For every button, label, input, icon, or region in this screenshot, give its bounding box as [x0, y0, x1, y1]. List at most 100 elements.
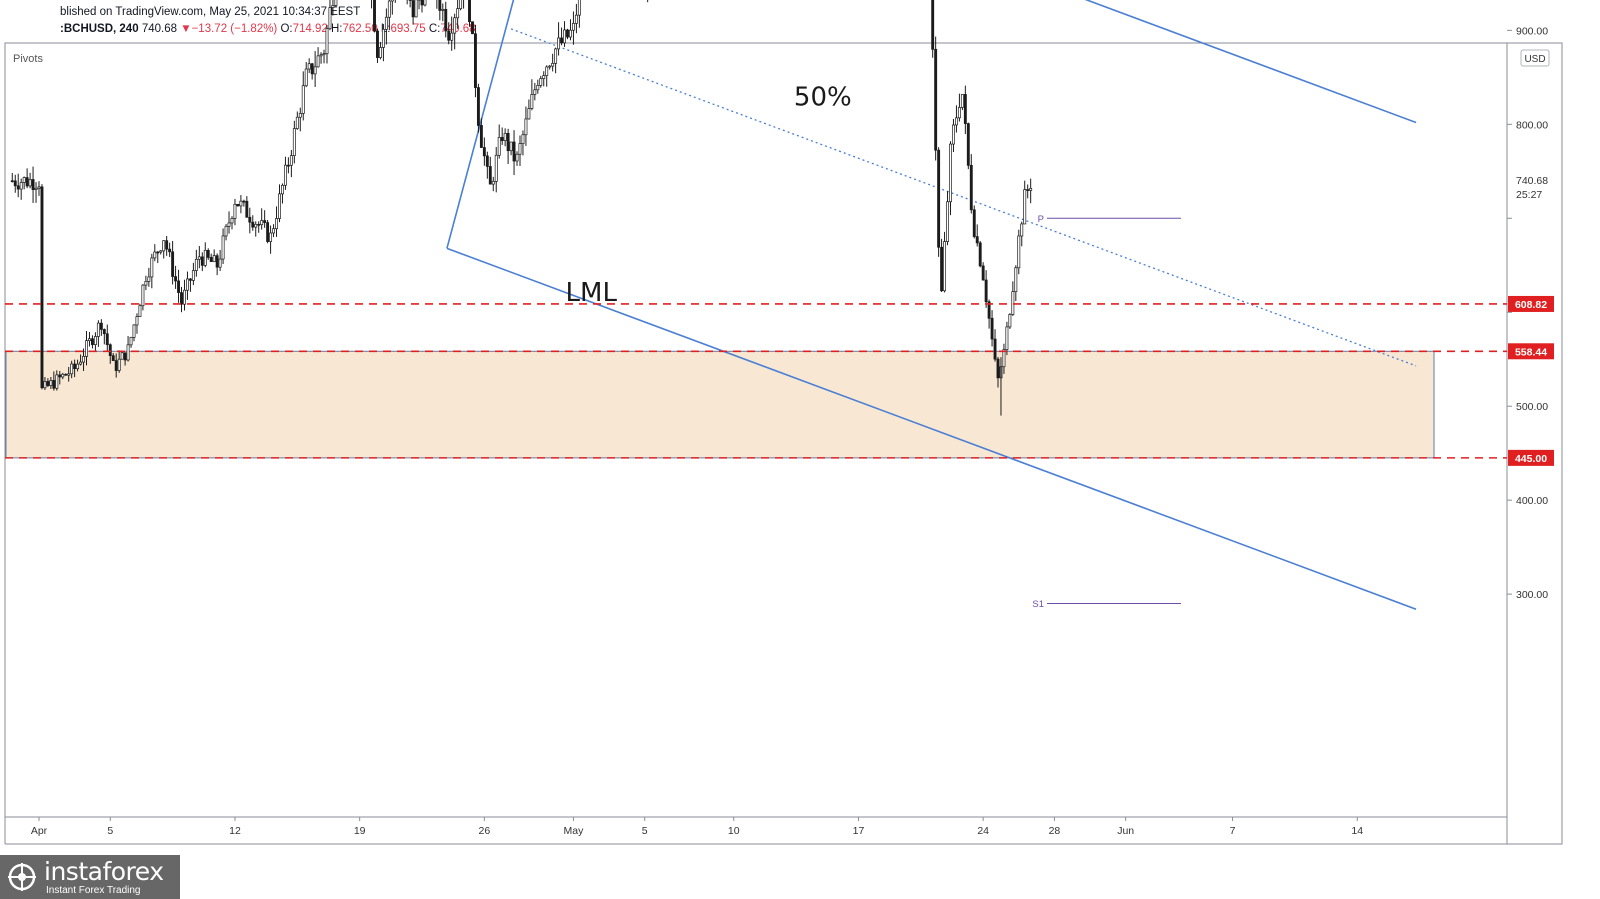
candle-body [533, 89, 537, 95]
candle-body [108, 344, 112, 357]
candle-body [972, 209, 976, 237]
candle-body [524, 118, 528, 136]
pitchfork-handle-line[interactable] [446, 0, 684, 249]
candle-body [485, 155, 489, 167]
pitchfork-line-4[interactable] [446, 247, 1417, 610]
candle-body [141, 284, 145, 307]
logo-name: instaforex [44, 857, 164, 886]
candle-body [132, 324, 136, 338]
candle-body [230, 217, 234, 224]
candle-body [381, 29, 385, 48]
candle-body [1023, 189, 1027, 225]
candle-body [126, 344, 130, 361]
x-tick-label: 12 [229, 825, 241, 837]
candle-body [138, 305, 142, 317]
candle-body [975, 236, 979, 244]
candle-body [527, 108, 531, 120]
candle-body [40, 186, 44, 389]
candle-body [468, 0, 471, 23]
candle-body [574, 14, 578, 24]
candle-body [530, 94, 534, 109]
symbol-label[interactable]: :BCHUSD, 240 [60, 23, 139, 35]
pivot-label-s1: S1 [1032, 599, 1044, 610]
candle-body [111, 355, 115, 361]
candle-body [88, 338, 91, 342]
candle-body [1002, 349, 1006, 368]
published-line: blished on TradingView.com, May 25, 2021… [60, 6, 361, 18]
candle-body [569, 29, 572, 38]
x-tick-label: 17 [853, 825, 865, 837]
support-zone[interactable] [5, 350, 1435, 459]
candle-body [99, 322, 103, 330]
open-label: O: [280, 23, 293, 35]
candle-body [319, 54, 323, 57]
candle-body [203, 249, 207, 266]
candle-body [453, 17, 457, 34]
candle-body [952, 124, 955, 145]
candle-body [509, 141, 513, 152]
candle-body [577, 0, 581, 16]
x-tick-label: 19 [354, 825, 366, 837]
candle-body [257, 223, 261, 226]
candle-body [162, 240, 166, 252]
candle-body [200, 256, 204, 266]
candle-body [212, 255, 216, 262]
candle-body [105, 333, 109, 346]
candle-body [471, 21, 474, 35]
candle-body [966, 123, 970, 166]
y-tick-label: 900.00 [1516, 25, 1548, 37]
candle-body [117, 358, 121, 371]
candle-body [180, 292, 183, 305]
candle-body [563, 29, 566, 44]
pitchfork-line-3[interactable] [510, 28, 1417, 367]
candle-body [289, 155, 293, 166]
x-tick-label: 5 [107, 825, 113, 837]
candle-body [512, 141, 516, 162]
candle-body [539, 78, 543, 86]
candle-body [76, 363, 80, 370]
candle-body [295, 116, 299, 129]
candle-body [500, 137, 504, 141]
level-tag-558.44 [1508, 343, 1554, 360]
candle-body [479, 125, 483, 148]
candle-body [281, 184, 284, 195]
candle-body [275, 218, 278, 230]
candle-body [19, 182, 23, 190]
candle-body [227, 222, 231, 227]
candle-body [10, 180, 14, 183]
candle-body [28, 179, 32, 187]
candle-body [90, 338, 94, 345]
candle-body [450, 32, 454, 41]
low-value: 693.75 [390, 23, 426, 35]
candle-body [414, 0, 418, 18]
logo-tagline: Instant Forex Trading [46, 885, 141, 896]
candle-body [940, 246, 944, 292]
candle-body [943, 241, 947, 292]
candle-body [61, 373, 65, 378]
candle-body [390, 0, 394, 2]
candle-body [937, 149, 941, 248]
candle-body [278, 193, 281, 219]
candle-body [283, 164, 287, 186]
candle-body [1014, 267, 1018, 292]
candle-body [186, 278, 189, 291]
indicator-label[interactable]: Pivots [13, 53, 43, 65]
candle-body [304, 68, 308, 87]
candle-body [313, 66, 317, 75]
candle-body [85, 340, 88, 357]
candle-body [554, 48, 558, 64]
x-tick-label: May [564, 825, 585, 837]
candle-body [22, 177, 26, 183]
currency-badge[interactable] [1520, 49, 1550, 67]
candle-body [269, 232, 273, 242]
level-tag-445.00 [1508, 449, 1554, 466]
x-tick-label: 10 [728, 825, 740, 837]
instaforex-logo: instaforex Instant Forex Trading [0, 855, 180, 899]
candle-body [43, 381, 47, 389]
open-value: 714.92 [292, 23, 328, 35]
candle-body [206, 249, 210, 258]
pitchfork-line-2[interactable] [353, 0, 1417, 124]
candle-body [411, 0, 415, 18]
candle-body [444, 8, 448, 32]
